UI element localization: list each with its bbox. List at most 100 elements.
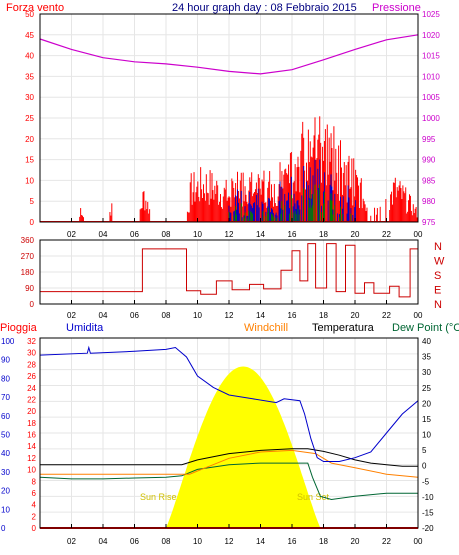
- pressure-tick: 980: [422, 197, 436, 206]
- temperature-tick: 20: [422, 399, 431, 408]
- temperature-tick: 25: [422, 384, 431, 393]
- wind-tick: 30: [25, 93, 34, 102]
- x-tick-label: 00: [414, 311, 423, 320]
- x-tick-label: 08: [162, 311, 171, 320]
- wind-tick: 25: [25, 114, 34, 123]
- rain-tick: 28: [27, 360, 36, 369]
- pressure-tick: 975: [422, 218, 436, 227]
- rain-tick: 18: [27, 419, 36, 428]
- rain-tick: 4: [32, 501, 37, 510]
- panel2-x-tick-labels: 02 04 06 08 10 12 14 16 18 20 22 00: [67, 300, 423, 320]
- x-tick-label: 10: [193, 230, 202, 239]
- x-tick-label: 18: [319, 311, 328, 320]
- humidity-axis-title: Umidita: [66, 322, 104, 334]
- pressure-axis-title: Pressione: [372, 2, 421, 14]
- x-tick-label: 04: [99, 311, 108, 320]
- x-tick-label: 16: [288, 311, 297, 320]
- direction-tick: 180: [21, 268, 35, 277]
- humidity-tick: 0: [1, 524, 6, 533]
- windchill-legend: Windchill: [244, 322, 288, 334]
- wind-tick: 40: [25, 52, 34, 61]
- x-tick-label: 06: [130, 537, 139, 546]
- pressure-tick: 1020: [422, 31, 440, 40]
- compass-letter: N: [434, 241, 442, 253]
- x-tick-label: 16: [288, 537, 297, 546]
- rain-tick: 30: [27, 349, 36, 358]
- panel1-grid: [40, 14, 418, 222]
- temperature-tick: -10: [422, 493, 434, 502]
- direction-tick: 0: [30, 300, 35, 309]
- sunset-label: Sun Set: [297, 492, 330, 502]
- x-tick-label: 22: [382, 537, 391, 546]
- x-tick-label: 08: [162, 230, 171, 239]
- direction-tick-labels: 360 270 180 90 0: [21, 236, 35, 309]
- x-tick-label: 06: [130, 230, 139, 239]
- wind-tick: 0: [30, 218, 35, 227]
- temperature-tick: -5: [422, 477, 430, 486]
- panel3-x-tick-labels: 02 04 06 08 10 12 14 16 18 20 22 00: [67, 524, 423, 546]
- pressure-tick-labels: 1025 1020 1015 1010 1005 1000 995 990 985 980 975: [422, 10, 440, 227]
- x-tick-label: 20: [351, 537, 360, 546]
- x-tick-label: 02: [67, 311, 76, 320]
- humidity-tick: 60: [1, 412, 10, 421]
- rain-tick: 6: [32, 489, 37, 498]
- temperature-tick: -15: [422, 508, 434, 517]
- wind-tick: 5: [30, 197, 35, 206]
- x-tick-label: 14: [256, 230, 265, 239]
- x-tick-label: 06: [130, 311, 139, 320]
- humidity-tick: 100: [1, 337, 15, 346]
- rain-tick: 32: [27, 337, 36, 346]
- humidity-tick: 10: [1, 505, 10, 514]
- x-tick-label: 02: [67, 230, 76, 239]
- temperature-tick: 10: [422, 431, 431, 440]
- temperature-tick: -20: [422, 524, 434, 533]
- wind-tick: 45: [25, 31, 34, 40]
- pressure-tick: 1025: [422, 10, 440, 19]
- direction-tick: 90: [25, 284, 34, 293]
- pressure-tick: 1015: [422, 52, 440, 61]
- rain-tick: 14: [27, 442, 36, 451]
- humidity-tick: 20: [1, 487, 10, 496]
- x-tick-label: 14: [256, 537, 265, 546]
- windchill-line: [40, 449, 419, 478]
- x-tick-label: 10: [193, 537, 202, 546]
- chart-title: 24 hour graph day : 08 Febbraio 2015: [172, 2, 357, 14]
- compass-letter: W: [434, 256, 445, 268]
- x-tick-label: 20: [351, 311, 360, 320]
- x-tick-label: 22: [382, 311, 391, 320]
- x-tick-label: 04: [99, 537, 108, 546]
- humidity-tick: 80: [1, 374, 10, 383]
- x-tick-label: 00: [414, 537, 423, 546]
- wind-direction-line: [40, 243, 418, 298]
- x-tick-label: 02: [67, 537, 76, 546]
- temperature-tick: 30: [422, 368, 431, 377]
- pressure-tick: 985: [422, 176, 436, 185]
- humidity-tick: 50: [1, 431, 10, 440]
- temperature-tick: 0: [422, 462, 427, 471]
- wind-tick: 50: [25, 10, 34, 19]
- wind-tick: 15: [25, 156, 34, 165]
- pressure-tick: 1000: [422, 114, 440, 123]
- rain-tick: 20: [27, 407, 36, 416]
- x-tick-label: 12: [225, 230, 234, 239]
- direction-tick: 360: [21, 236, 35, 245]
- rain-tick: 10: [27, 466, 36, 475]
- rain-tick: 0: [32, 524, 37, 533]
- wind-tick: 35: [25, 72, 34, 81]
- humidity-tick: 90: [1, 356, 10, 365]
- x-tick-label: 08: [162, 537, 171, 546]
- rain-tick: 22: [27, 395, 36, 404]
- pressure-tick: 990: [422, 156, 436, 165]
- rain-tick: 8: [32, 477, 37, 486]
- x-tick-label: 04: [99, 230, 108, 239]
- temperature-line: [40, 448, 418, 467]
- compass-letter: E: [434, 285, 441, 297]
- humidity-line: [39, 345, 419, 462]
- x-tick-label: 18: [319, 537, 328, 546]
- pressure-tick: 1005: [422, 93, 440, 102]
